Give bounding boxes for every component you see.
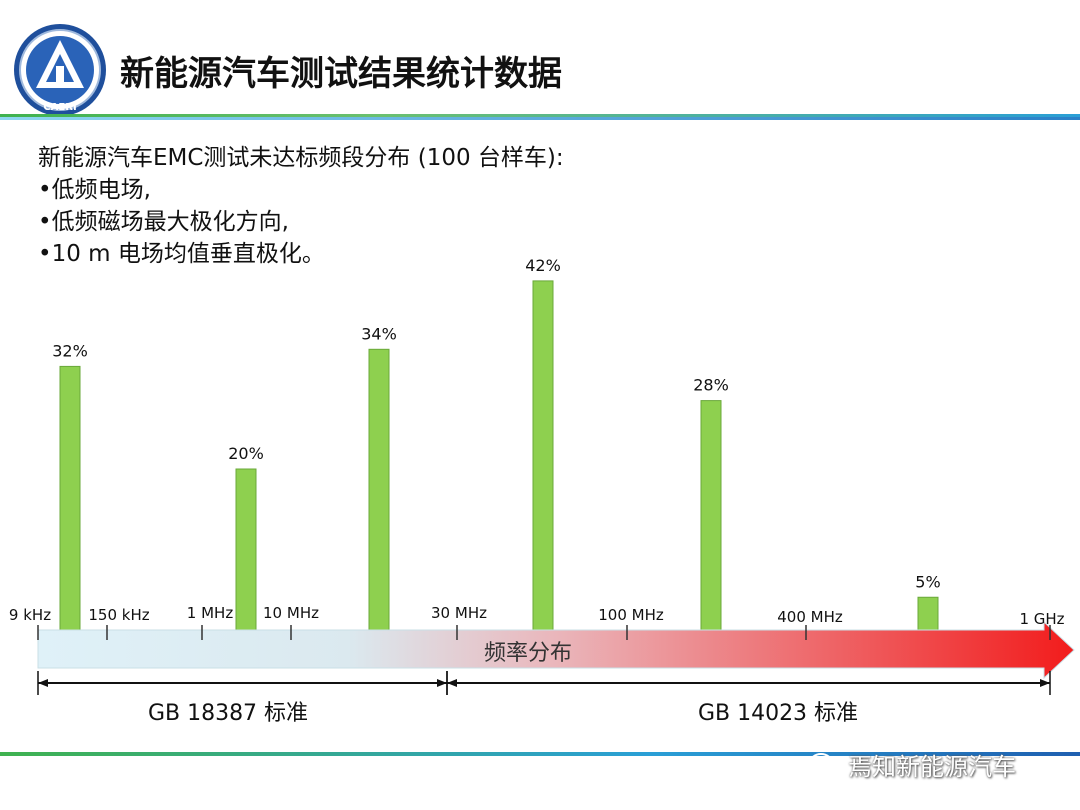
bar [368, 348, 390, 641]
footer-divider [0, 752, 1080, 756]
bar [59, 365, 81, 641]
bar-value-label: 28% [693, 376, 729, 395]
range-arrowhead [38, 679, 48, 687]
x-tick-label: 1 MHz [187, 604, 234, 622]
range-arrowhead [437, 679, 447, 687]
intro-bullet: •低频电场, [38, 177, 151, 203]
caeri-logo: CAERI [14, 24, 106, 116]
intro-bullet: •10 m 电场均值垂直极化。 [38, 241, 325, 267]
x-tick-label: 100 MHz [598, 606, 664, 624]
frequency-axis-arrow [37, 620, 1075, 680]
standard-label: GB 14023 标准 [698, 701, 858, 726]
frequency-bar-chart: 32% 20% 34% 42% 28% 5% 频率分布 9 kHz 150 kHz 1 MHz… [9, 256, 1075, 726]
x-tick-label: 9 kHz [9, 606, 51, 624]
bar-value-label: 34% [361, 324, 397, 343]
standard-label: GB 18387 标准 [148, 701, 308, 726]
intro-text: 新能源汽车EMC测试未达标频段分布 (100 台样车): •低频电场, •低频磁… [38, 142, 564, 270]
page-title: 新能源汽车测试结果统计数据 [120, 54, 562, 94]
bar [235, 468, 257, 641]
bar-value-label: 20% [228, 444, 264, 463]
watermark: 焉知新能源汽车 const data = JSON.parse(document… [808, 747, 1016, 782]
x-tick-label: 1 GHz [1019, 610, 1064, 628]
bar-value-label: 42% [525, 256, 561, 275]
bar [700, 400, 722, 641]
x-axis-label: 频率分布 [484, 641, 572, 666]
x-tick-label: 400 MHz [777, 608, 843, 626]
range-arrowhead [447, 679, 457, 687]
bar-value-label: 5% [915, 572, 940, 591]
intro-bullet: •低频磁场最大极化方向, [38, 209, 289, 235]
x-tick-label: 10 MHz [263, 604, 319, 622]
bar-value-label: 32% [52, 341, 88, 360]
bar [532, 280, 554, 641]
range-arrowhead [1040, 679, 1050, 687]
wechat-icon [809, 752, 841, 776]
header-divider [0, 114, 1080, 120]
x-tick-label: 150 kHz [88, 606, 149, 624]
intro-heading: 新能源汽车EMC测试未达标频段分布 (100 台样车): [38, 145, 564, 171]
watermark-text: 焉知新能源汽车 [848, 753, 1016, 781]
x-tick-label: 30 MHz [431, 604, 487, 622]
logo-text: CAERI [43, 102, 76, 113]
